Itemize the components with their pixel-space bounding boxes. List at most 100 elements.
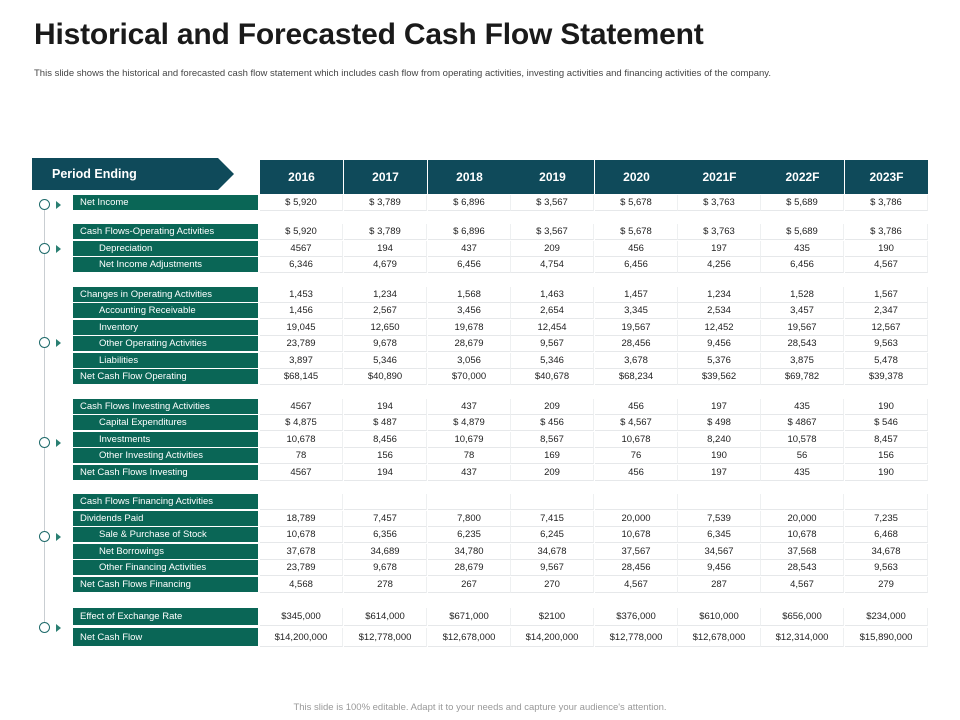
table-cell: 76 [595, 448, 678, 464]
table-cell: $12,314,000 [761, 628, 844, 647]
row-label: Changes in Operating Activities [73, 287, 258, 303]
table-cell: 6,235 [428, 527, 511, 543]
row-label: Net Borrowings [73, 544, 258, 560]
table-cell: 4,567 [761, 577, 844, 593]
year-header-2022f: 2022F [761, 160, 844, 194]
table-cell: 197 [678, 399, 761, 415]
table-cell: $69,782 [761, 369, 844, 385]
table-cell: 456 [595, 465, 678, 481]
table-cell: 5,346 [511, 353, 594, 369]
row-label: Net Cash Flows Financing [73, 577, 258, 593]
table-cell: 2,567 [344, 303, 427, 319]
table-cell: 23,789 [260, 336, 343, 352]
table-cell: 197 [678, 465, 761, 481]
table-cell: $12,678,000 [428, 628, 511, 647]
table-cell: $ 5,920 [260, 195, 343, 211]
table-cell: 6,456 [761, 257, 844, 273]
row-label: Net Cash Flow Operating [73, 369, 258, 385]
row-label: Effect of Exchange Rate [73, 608, 258, 626]
table-cell: 190 [845, 465, 928, 481]
row-label: Other Operating Activities [73, 336, 258, 352]
table-cell [511, 494, 594, 510]
table-cell: 267 [428, 577, 511, 593]
year-header-2021f: 2021F [678, 160, 761, 194]
table-cell: 435 [761, 399, 844, 415]
table-cell: $ 6,896 [428, 195, 511, 211]
table-cell: 7,415 [511, 511, 594, 527]
table-cell: 1,568 [428, 287, 511, 303]
table-cell: 10,678 [260, 432, 343, 448]
table-cell [595, 494, 678, 510]
table-cell: $39,378 [845, 369, 928, 385]
table-cell: 2,534 [678, 303, 761, 319]
table-cell: $ 4,879 [428, 415, 511, 431]
year-header-2017: 2017 [344, 160, 427, 194]
table-cell: 37,568 [761, 544, 844, 560]
table-cell: 6,456 [595, 257, 678, 273]
table-cell: 37,678 [260, 544, 343, 560]
table-cell: 9,678 [344, 560, 427, 576]
table-cell: $39,562 [678, 369, 761, 385]
timeline-arrow-icon [56, 201, 61, 209]
table-cell: 6,356 [344, 527, 427, 543]
timeline-bullet-icon [39, 622, 50, 633]
table-cell: $14,200,000 [511, 628, 594, 647]
table-cell: $ 3,786 [845, 224, 928, 240]
timeline-arrow-icon [56, 339, 61, 347]
slide-subtitle: This slide shows the historical and fore… [34, 68, 771, 79]
table-cell: 10,679 [428, 432, 511, 448]
row-label: Depreciation [73, 241, 258, 257]
row-label: Dividends Paid [73, 511, 258, 527]
table-cell: $40,678 [511, 369, 594, 385]
table-cell: 437 [428, 241, 511, 257]
table-cell: $ 3,763 [678, 195, 761, 211]
table-cell: 2,347 [845, 303, 928, 319]
table-cell: 435 [761, 465, 844, 481]
timeline-line [44, 200, 45, 632]
table-cell: 1,456 [260, 303, 343, 319]
row-label: Net Income [73, 195, 258, 211]
table-cell: $ 498 [678, 415, 761, 431]
table-cell: 19,567 [761, 320, 844, 336]
table-cell: 278 [344, 577, 427, 593]
table-cell: 10,578 [761, 432, 844, 448]
table-cell: 28,679 [428, 336, 511, 352]
table-cell: $ 3,789 [344, 195, 427, 211]
table-cell: 9,456 [678, 560, 761, 576]
table-cell: $ 3,763 [678, 224, 761, 240]
table-cell: 5,346 [344, 353, 427, 369]
table-cell: 10,678 [595, 527, 678, 543]
table-cell: 34,567 [678, 544, 761, 560]
table-cell: 435 [761, 241, 844, 257]
table-cell: 10,678 [260, 527, 343, 543]
table-cell: $68,234 [595, 369, 678, 385]
table-cell: $ 3,786 [845, 195, 928, 211]
table-cell: 5,376 [678, 353, 761, 369]
table-cell: 7,800 [428, 511, 511, 527]
table-cell: 34,780 [428, 544, 511, 560]
table-cell: 6,346 [260, 257, 343, 273]
table-cell: 37,567 [595, 544, 678, 560]
table-cell: 2,654 [511, 303, 594, 319]
table-cell: 7,539 [678, 511, 761, 527]
table-cell: $ 6,896 [428, 224, 511, 240]
table-cell: 78 [260, 448, 343, 464]
table-cell [428, 494, 511, 510]
table-cell: 194 [344, 399, 427, 415]
table-cell: $610,000 [678, 608, 761, 626]
table-cell: 9,567 [511, 560, 594, 576]
table-cell: 209 [511, 465, 594, 481]
table-cell: $ 5,689 [761, 195, 844, 211]
table-cell: 10,678 [595, 432, 678, 448]
slide-title: Historical and Forecasted Cash Flow Stat… [34, 18, 704, 51]
table-cell: $614,000 [344, 608, 427, 626]
table-cell: 12,567 [845, 320, 928, 336]
timeline-bullet-icon [39, 243, 50, 254]
row-label: Accounting Receivable [73, 303, 258, 319]
table-cell: 19,045 [260, 320, 343, 336]
table-cell: $12,678,000 [678, 628, 761, 647]
row-label: Cash Flows-Operating Activities [73, 224, 258, 240]
table-cell: 3,056 [428, 353, 511, 369]
table-cell [845, 494, 928, 510]
table-cell: $68,145 [260, 369, 343, 385]
